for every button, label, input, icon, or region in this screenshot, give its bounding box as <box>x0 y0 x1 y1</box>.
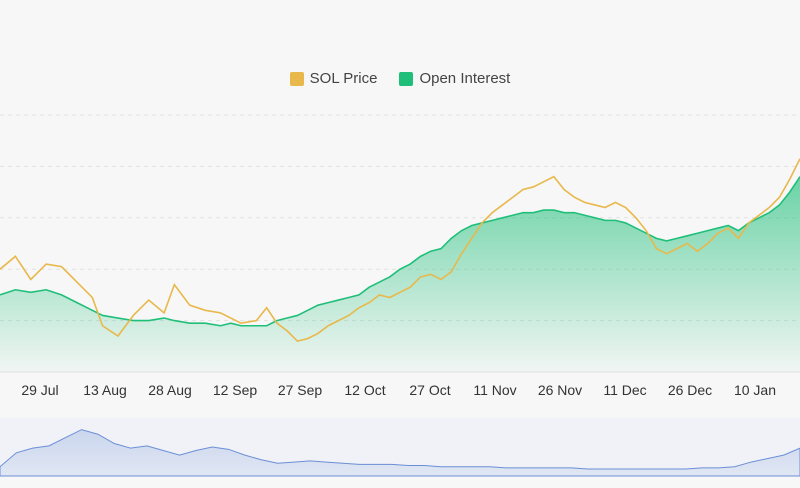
x-tick-label: 26 Nov <box>538 382 582 398</box>
legend-swatch-open-interest <box>399 71 414 86</box>
series-line-open-interest[interactable] <box>0 176 800 327</box>
x-tick-label: 27 Oct <box>409 382 450 398</box>
x-tick-label: 10 Jan <box>734 382 776 398</box>
legend-item-sol-price[interactable]: SOL Price <box>289 70 378 87</box>
x-tick-label: 26 Dec <box>668 382 712 398</box>
x-tick-label: 12 Oct <box>344 382 385 398</box>
legend-label-sol-price: SOL Price <box>309 70 378 87</box>
legend-label-open-interest: Open Interest <box>419 70 511 87</box>
series-line-sol-price[interactable] <box>0 158 800 343</box>
series-area-open-interest[interactable] <box>0 176 800 372</box>
x-tick-label: 29 Jul <box>21 382 58 398</box>
x-tick-label: 27 Sep <box>278 382 323 398</box>
legend: SOL Price Open Interest <box>0 70 800 87</box>
x-tick-label: 28 Aug <box>148 382 192 398</box>
x-tick-label: 11 Nov <box>473 382 516 398</box>
navigator-series[interactable] <box>0 429 800 477</box>
x-tick-label: 13 Aug <box>83 382 127 398</box>
legend-item-open-interest[interactable]: Open Interest <box>399 70 510 87</box>
x-tick-label: 11 Dec <box>603 382 646 398</box>
x-tick-label: 12 Sep <box>213 382 258 398</box>
x-axis-labels: 29 Jul 13 Aug 28 Aug 12 Sep 27 Sep 12 Oct 27 O… <box>21 382 776 398</box>
legend-swatch-sol-price <box>289 71 304 86</box>
